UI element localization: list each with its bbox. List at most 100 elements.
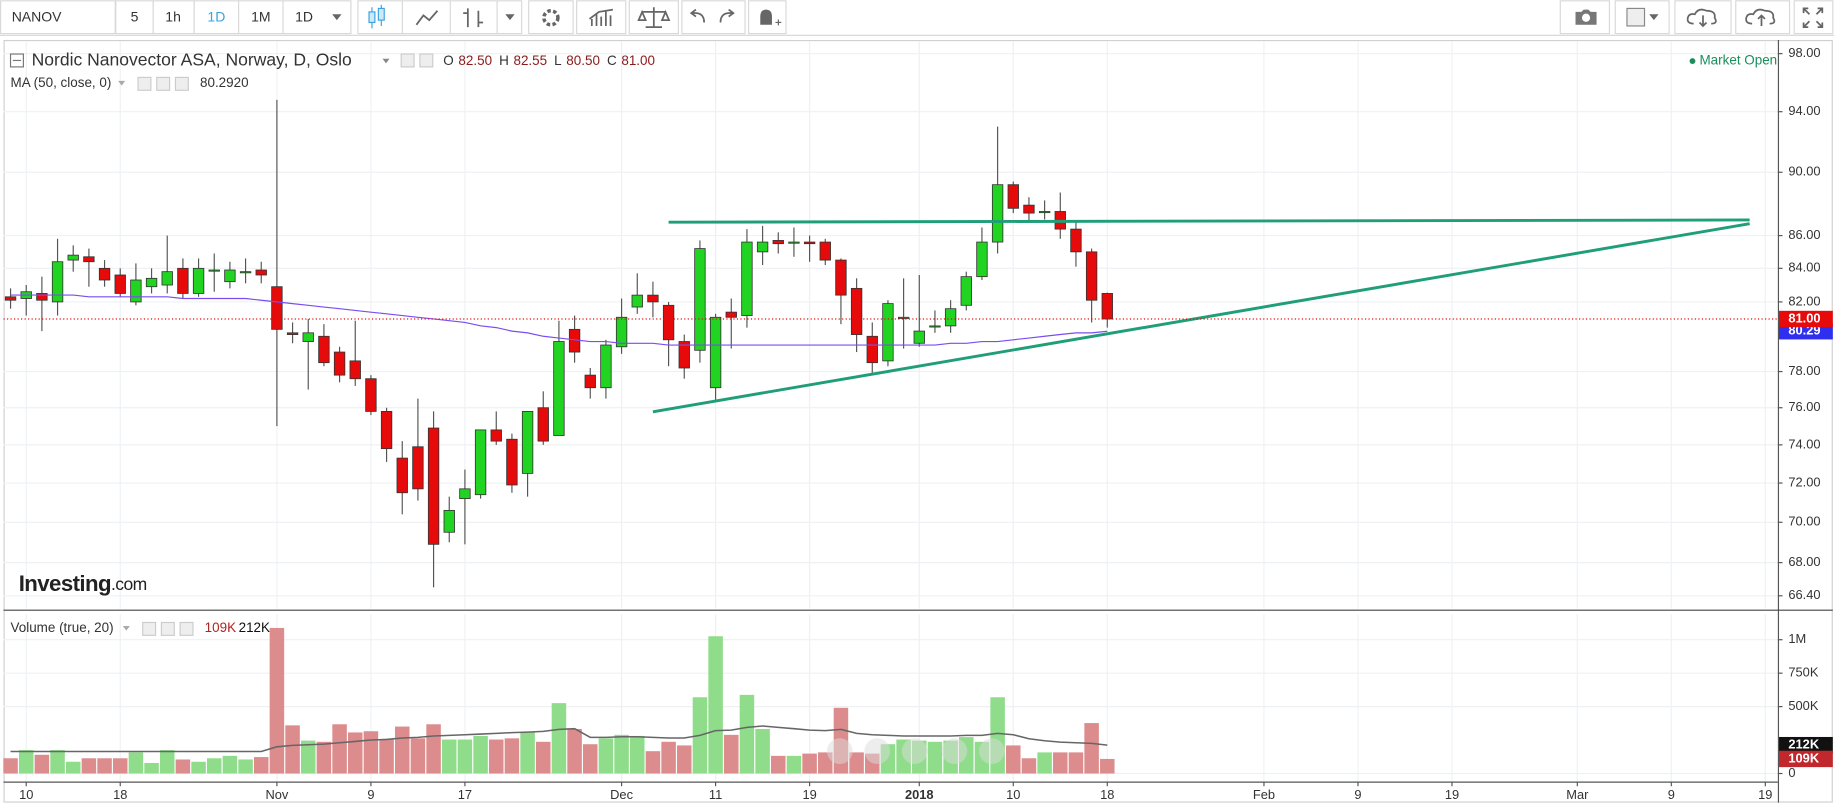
fullscreen-icon: [1802, 7, 1824, 29]
x-tick-label: 19: [802, 787, 816, 802]
y-tick-label: 72.00: [1788, 474, 1820, 489]
volume-bar: [81, 758, 97, 774]
title-dropdown[interactable]: [382, 58, 390, 64]
legend-button[interactable]: [179, 621, 194, 636]
candle-body: [302, 332, 314, 342]
candle-body: [678, 341, 690, 369]
volume-bar: [849, 752, 864, 774]
volume-bar: [755, 728, 770, 774]
x-tick-label: 9: [1668, 787, 1675, 802]
volume-bar: [489, 739, 504, 774]
x-tick-label: 18: [1100, 787, 1114, 802]
undo-redo[interactable]: [681, 0, 746, 35]
candle-body: [412, 446, 424, 490]
candle-body: [615, 316, 628, 348]
y-tick-label: 82.00: [1788, 293, 1820, 308]
legend-button[interactable]: [419, 53, 434, 68]
volume-dropdown[interactable]: [122, 625, 130, 631]
candle-body: [192, 267, 205, 294]
bars-icon[interactable]: [463, 8, 484, 28]
candle-body: [1070, 228, 1082, 253]
y-tick-label: 750K: [1788, 665, 1818, 680]
candle-body: [553, 341, 565, 436]
ohlc-value: 82.55: [513, 53, 547, 68]
nav-button[interactable]: [978, 738, 1005, 765]
legend-button[interactable]: [156, 76, 171, 91]
candle-body: [866, 335, 878, 364]
candle-body: [897, 316, 910, 319]
legend-button[interactable]: [142, 621, 157, 636]
x-tick-label: 11: [709, 787, 722, 802]
candle-body: [349, 360, 361, 380]
volume-bar: [175, 759, 191, 774]
chart-type-group[interactable]: [357, 0, 523, 35]
candle-body: [819, 241, 831, 261]
volume-bar: [1037, 752, 1052, 774]
redo-icon[interactable]: [719, 8, 735, 23]
y-tick-label: 98.00: [1788, 45, 1820, 60]
candle-body: [803, 241, 816, 245]
fullscreen-button[interactable]: [1793, 0, 1834, 35]
volume-bar: [771, 755, 786, 774]
legend-button[interactable]: [137, 76, 152, 91]
candle-body: [662, 304, 675, 341]
symbol-box[interactable]: [0, 0, 116, 35]
symbol[interactable]: NANOV: [12, 8, 62, 24]
volume-label: 109K: [1788, 750, 1819, 765]
axes: 10 18 Nov 9 17 Dec 11 19 2018 10 18 Feb 9 19 Mar 9 19 66.…: [19, 45, 1833, 802]
volume-bar: [567, 728, 582, 774]
y-tick-label: 86.00: [1788, 227, 1820, 242]
x-tick-label: Feb: [1253, 787, 1275, 802]
volume-bar: [677, 745, 692, 774]
last-price-label: 81.00: [1788, 310, 1820, 325]
legend-button[interactable]: [160, 621, 175, 636]
nav-button[interactable]: [826, 738, 853, 765]
volume-bar: [159, 750, 175, 774]
volume-bar: [300, 740, 316, 774]
ohlc-value: 81.00: [621, 53, 655, 68]
range[interactable]: 1D: [295, 8, 313, 24]
interval[interactable]: 1h: [165, 8, 181, 24]
volume-bar: [269, 627, 285, 774]
indicators-icon: [588, 8, 614, 26]
candle-body: [850, 287, 863, 335]
nav-button[interactable]: [864, 738, 891, 765]
interval-button[interactable]: [115, 0, 154, 35]
candle-body: [271, 286, 283, 330]
candle-body: [490, 429, 502, 442]
settings-button[interactable]: [528, 0, 574, 35]
volume-bar: [1084, 723, 1099, 774]
volume-bar: [50, 750, 65, 774]
volume-bar: [661, 741, 676, 774]
nav-button[interactable]: [941, 738, 968, 765]
collapse-box[interactable]: [9, 53, 24, 68]
nav-button[interactable]: [901, 738, 928, 765]
legend-button[interactable]: [400, 53, 415, 68]
volume-bar: [316, 741, 332, 774]
x-tick-label: Nov: [265, 787, 288, 802]
interval[interactable]: 1M: [251, 8, 270, 24]
ma-dropdown[interactable]: [118, 80, 126, 86]
candle-body: [913, 330, 925, 344]
legend-button[interactable]: [174, 76, 189, 91]
range-button[interactable]: [282, 0, 352, 35]
candle-icon[interactable]: [368, 4, 385, 29]
undo-icon[interactable]: [689, 8, 706, 23]
interval-active[interactable]: 1D: [207, 8, 225, 24]
interval-button[interactable]: [193, 0, 240, 35]
interval-button[interactable]: [152, 0, 195, 35]
line-icon[interactable]: [415, 10, 439, 26]
volume-bar: [379, 739, 394, 774]
candle-body: [67, 254, 79, 261]
candle-body: [83, 256, 95, 263]
y-tick-label: 90.00: [1788, 164, 1820, 179]
x-tick-label: 10: [1006, 787, 1020, 802]
chart-title: Nordic Nanovector ASA, Norway, D, Oslo: [32, 50, 352, 70]
candle-body: [224, 269, 236, 283]
candle-body: [788, 241, 800, 244]
candle-body: [882, 303, 894, 362]
interval[interactable]: 5: [131, 8, 139, 24]
volume-bar: [112, 758, 128, 774]
volume-bar: [191, 761, 206, 774]
